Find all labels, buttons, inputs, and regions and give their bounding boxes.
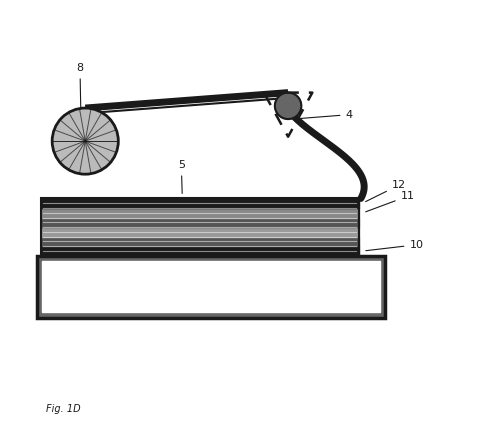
Circle shape: [275, 93, 301, 119]
Bar: [41, 246, 359, 256]
Text: 12: 12: [366, 180, 406, 202]
Bar: [37, 256, 385, 318]
Text: 11: 11: [366, 191, 414, 212]
Text: 5: 5: [178, 161, 185, 194]
Bar: [41, 217, 359, 227]
Text: 10: 10: [366, 240, 424, 250]
Bar: [41, 198, 359, 256]
Bar: [37, 256, 385, 318]
Text: 8: 8: [77, 64, 83, 110]
Bar: [41, 198, 359, 208]
Bar: [42, 261, 380, 312]
Text: Fig. 1D: Fig. 1D: [45, 404, 80, 415]
Bar: [41, 237, 359, 246]
Text: 4: 4: [295, 110, 352, 120]
Circle shape: [52, 108, 118, 174]
Bar: [41, 227, 359, 237]
Bar: [41, 208, 359, 217]
